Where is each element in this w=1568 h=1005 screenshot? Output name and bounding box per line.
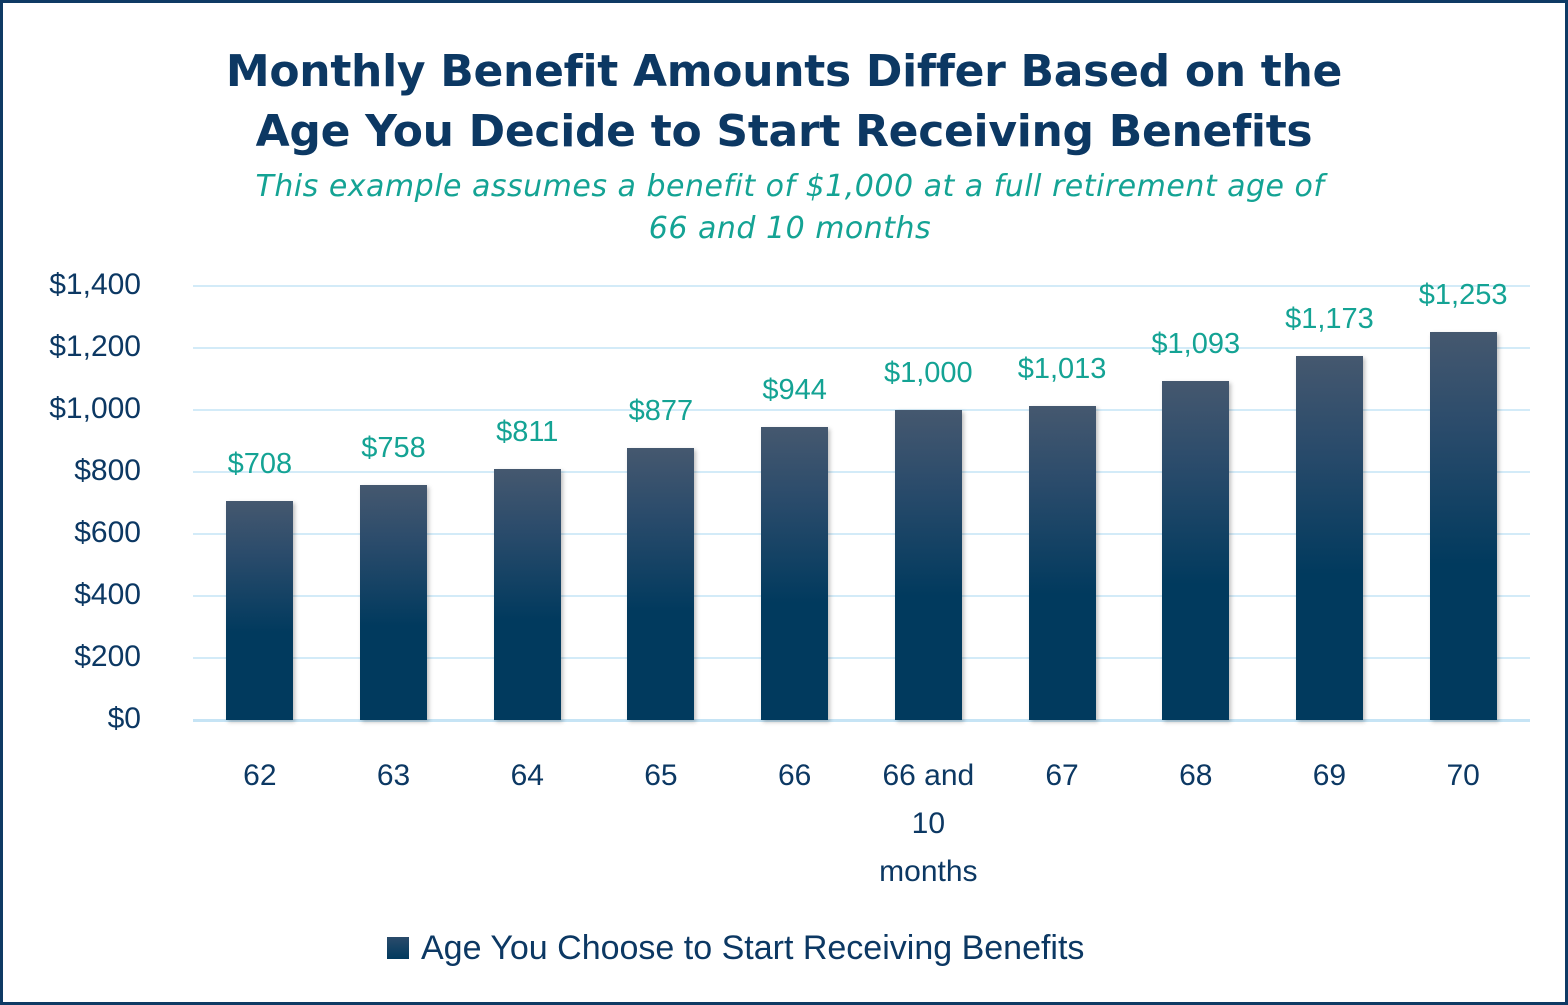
x-tick-label: 64 xyxy=(457,752,597,800)
bar xyxy=(1295,356,1363,720)
legend: Age You Choose to Start Receiving Benefi… xyxy=(387,926,1084,970)
gridline xyxy=(193,595,1530,597)
data-label: $811 xyxy=(496,415,559,448)
data-label: $1,093 xyxy=(1151,328,1241,361)
y-tick-label: $0 xyxy=(107,702,141,735)
x-tick-label-line: 63 xyxy=(376,759,411,792)
x-tick-label: 66 and 10 months xyxy=(858,752,998,896)
data-label: $1,000 xyxy=(883,357,973,389)
data-label: $1,173 xyxy=(1285,303,1374,336)
bar xyxy=(1429,331,1497,720)
gridline xyxy=(193,285,1530,287)
x-tick-label: 63 xyxy=(324,752,464,800)
x-tick-label-line: 66 and xyxy=(882,759,975,792)
bar xyxy=(360,485,428,720)
x-tick-label-line: 65 xyxy=(644,759,678,792)
plot-area xyxy=(193,285,1530,722)
y-tick-label: $400 xyxy=(74,578,141,611)
x-tick-label-line: 67 xyxy=(1045,759,1079,792)
chart-title-line-2: Age You Decide to Start Receiving Benefi… xyxy=(255,106,1313,157)
x-tick-label-line: 70 xyxy=(1446,759,1480,792)
x-tick-label-line: 68 xyxy=(1179,759,1213,792)
gridline xyxy=(193,409,1530,411)
y-tick-label: $1,000 xyxy=(49,392,141,425)
x-tick-label: 62 xyxy=(190,752,330,800)
data-label: $708 xyxy=(227,447,293,480)
x-tick-label-line: 66 xyxy=(777,759,812,792)
gridline xyxy=(193,533,1530,535)
x-tick-label-line: 64 xyxy=(510,759,544,792)
x-tick-label: 67 xyxy=(992,752,1132,800)
y-tick-label: $800 xyxy=(74,454,141,487)
x-tick-label: 65 xyxy=(591,752,731,800)
x-tick-label-line: 10 xyxy=(911,807,946,840)
bar xyxy=(493,468,561,720)
bar xyxy=(1028,405,1096,720)
x-tick-label: 66 xyxy=(725,752,865,800)
legend-label: Age You Choose to Start Receiving Benefi… xyxy=(421,929,1085,967)
chart-subtitle: This example assumes a benefit of $1,000… xyxy=(150,166,1430,250)
bar xyxy=(761,427,829,720)
y-tick-label: $1,200 xyxy=(49,330,141,363)
chart-subtitle-line-1: This example assumes a benefit of $1,000… xyxy=(255,169,1325,204)
bar xyxy=(1162,381,1230,720)
data-label: $877 xyxy=(628,395,694,428)
data-label: $1,013 xyxy=(1017,352,1107,385)
chart-subtitle-line-2: 66 and 10 months xyxy=(648,211,932,246)
data-label: $1,253 xyxy=(1418,278,1508,311)
y-tick-label: $200 xyxy=(74,640,141,673)
x-tick-label: 68 xyxy=(1126,752,1266,800)
data-label: $758 xyxy=(361,432,426,465)
chart-title-line-1: Monthly Benefit Amounts Differ Based on … xyxy=(225,46,1343,97)
y-tick-label: $600 xyxy=(74,516,141,549)
x-tick-label-line: months xyxy=(879,855,978,888)
gridline xyxy=(193,347,1530,349)
gridline xyxy=(193,719,1530,722)
data-label: $944 xyxy=(762,374,827,407)
bar xyxy=(627,448,695,720)
x-tick-label: 69 xyxy=(1259,752,1399,800)
legend-swatch-icon xyxy=(387,937,409,959)
y-tick-label: $1,400 xyxy=(49,268,141,301)
gridline xyxy=(193,471,1530,473)
x-tick-label-line: 69 xyxy=(1312,759,1347,792)
gridline xyxy=(193,657,1530,659)
chart-title: Monthly Benefit Amounts Differ Based on … xyxy=(0,42,1568,162)
bar xyxy=(894,410,962,720)
x-tick-label-line: 62 xyxy=(243,759,277,792)
bar xyxy=(226,500,294,720)
x-tick-label: 70 xyxy=(1393,752,1533,800)
